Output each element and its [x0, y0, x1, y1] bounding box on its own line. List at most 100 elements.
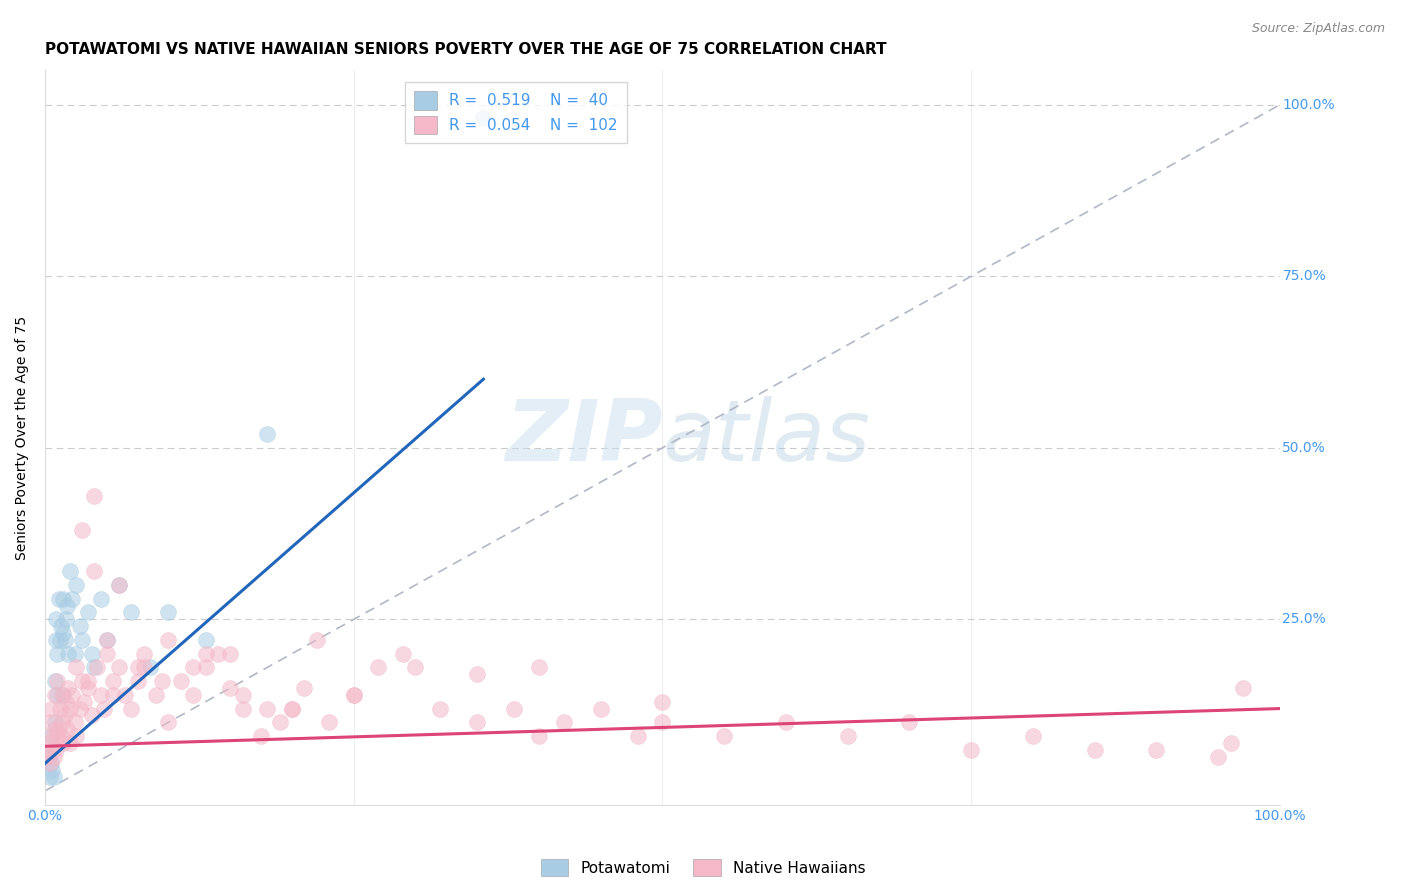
Text: atlas: atlas: [662, 396, 870, 479]
Point: [465, 715, 488, 730]
Point: [589, 701, 612, 715]
Point: [101, 688, 124, 702]
Point: [83, 660, 105, 674]
Point: [108, 578, 131, 592]
Point: [53, 632, 76, 647]
Point: [49, 701, 72, 715]
Point: [45, 612, 67, 626]
Point: [48, 722, 70, 736]
Point: [69, 701, 91, 715]
Point: [1219, 736, 1241, 750]
Point: [46, 674, 69, 689]
Point: [837, 729, 859, 743]
Point: [503, 701, 526, 715]
Point: [45, 632, 67, 647]
Point: [139, 660, 162, 674]
Point: [157, 632, 180, 647]
Point: [96, 647, 118, 661]
Text: Source: ZipAtlas.com: Source: ZipAtlas.com: [1251, 22, 1385, 36]
Point: [77, 606, 100, 620]
Point: [65, 660, 87, 674]
Point: [80, 708, 103, 723]
Point: [651, 715, 673, 730]
Point: [52, 591, 75, 606]
Text: 25.0%: 25.0%: [1282, 612, 1326, 626]
Point: [256, 701, 278, 715]
Point: [281, 701, 304, 715]
Point: [49, 729, 72, 743]
Point: [77, 674, 100, 689]
Point: [83, 489, 105, 503]
Text: ZIP: ZIP: [505, 396, 662, 479]
Point: [38, 749, 60, 764]
Point: [60, 688, 83, 702]
Point: [73, 695, 96, 709]
Point: [44, 715, 66, 730]
Point: [46, 688, 69, 702]
Point: [58, 681, 80, 695]
Point: [59, 736, 82, 750]
Point: [59, 701, 82, 715]
Point: [1232, 681, 1254, 695]
Point: [181, 688, 204, 702]
Point: [86, 660, 108, 674]
Point: [207, 647, 229, 661]
Point: [157, 715, 180, 730]
Point: [553, 715, 575, 730]
Point: [70, 674, 93, 689]
Point: [38, 736, 60, 750]
Point: [39, 756, 62, 771]
Point: [101, 674, 124, 689]
Point: [343, 688, 366, 702]
Point: [404, 660, 426, 674]
Point: [250, 729, 273, 743]
Point: [44, 722, 66, 736]
Point: [392, 647, 415, 661]
Point: [281, 701, 304, 715]
Y-axis label: Seniors Poverty Over the Age of 75: Seniors Poverty Over the Age of 75: [15, 316, 30, 559]
Point: [1022, 729, 1045, 743]
Point: [59, 564, 82, 578]
Point: [132, 647, 155, 661]
Point: [41, 764, 63, 778]
Point: [55, 612, 77, 626]
Point: [56, 599, 79, 613]
Point: [960, 743, 983, 757]
Text: 100.0%: 100.0%: [1282, 98, 1336, 112]
Point: [46, 729, 69, 743]
Point: [318, 715, 340, 730]
Point: [45, 743, 67, 757]
Point: [127, 674, 149, 689]
Point: [41, 729, 63, 743]
Point: [367, 660, 389, 674]
Point: [69, 619, 91, 633]
Point: [38, 770, 60, 784]
Point: [65, 729, 87, 743]
Point: [527, 660, 550, 674]
Text: POTAWATOMI VS NATIVE HAWAIIAN SENIORS POVERTY OVER THE AGE OF 75 CORRELATION CHA: POTAWATOMI VS NATIVE HAWAIIAN SENIORS PO…: [45, 42, 887, 57]
Point: [157, 606, 180, 620]
Point: [51, 715, 73, 730]
Point: [52, 688, 75, 702]
Point: [48, 591, 70, 606]
Text: 75.0%: 75.0%: [1282, 269, 1326, 284]
Point: [292, 681, 315, 695]
Point: [60, 591, 83, 606]
Point: [46, 647, 69, 661]
Legend: Potawatomi, Native Hawaiians: Potawatomi, Native Hawaiians: [534, 853, 872, 882]
Point: [181, 660, 204, 674]
Point: [77, 681, 100, 695]
Point: [90, 591, 112, 606]
Point: [120, 606, 142, 620]
Point: [108, 660, 131, 674]
Point: [53, 708, 76, 723]
Point: [70, 632, 93, 647]
Point: [38, 715, 60, 730]
Point: [65, 578, 87, 592]
Point: [96, 632, 118, 647]
Point: [1206, 749, 1229, 764]
Point: [343, 688, 366, 702]
Point: [42, 770, 65, 784]
Point: [651, 695, 673, 709]
Point: [132, 660, 155, 674]
